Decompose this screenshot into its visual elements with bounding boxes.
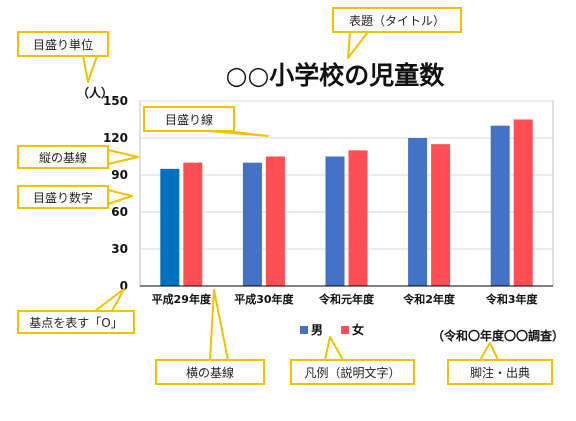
- bars: [140, 119, 553, 287]
- gridlines: [140, 100, 553, 250]
- legend-item-female: 女: [341, 321, 364, 338]
- chart-title: ○○小学校の児童数: [225, 61, 445, 90]
- y-tick-label: 150: [103, 94, 128, 108]
- bar: [242, 162, 262, 286]
- x-tick-labels: 平成29年度 平成30年度 令和元年度 令和2年度 令和3年度: [152, 292, 539, 306]
- bar: [265, 156, 285, 286]
- bar: [431, 144, 451, 286]
- y-tick-label: 60: [111, 205, 128, 219]
- callout-y-unit: 目盛り単位: [17, 31, 109, 57]
- bar: [490, 125, 510, 287]
- x-tick-label: 平成29年度: [152, 292, 212, 306]
- bar: [325, 156, 345, 286]
- bar: [183, 162, 203, 286]
- y-tick-label: 120: [103, 131, 128, 145]
- bar: [160, 168, 180, 286]
- legend-swatch-female: [341, 325, 350, 334]
- callout-pointer: [479, 342, 499, 361]
- footnote: （令和〇年度〇〇調査）: [432, 329, 565, 343]
- callout-pointer: [107, 149, 139, 165]
- callout-origin: 基点を表す「O」: [17, 310, 135, 334]
- x-tick-label: 令和2年度: [402, 292, 456, 306]
- legend-label-male: 男: [311, 323, 324, 337]
- x-tick-label: 平成30年度: [234, 292, 294, 306]
- callout-pointer: [209, 289, 229, 361]
- legend-label-female: 女: [352, 323, 365, 337]
- bar: [408, 138, 428, 286]
- x-tick-label: 令和元年度: [318, 292, 375, 306]
- y-tick-label: 30: [111, 242, 128, 256]
- callout-tick-numbers: 目盛り数字: [17, 185, 109, 209]
- callout-legend: 凡例（説明文字）: [290, 359, 415, 385]
- callout-pointer: [107, 189, 133, 205]
- callout-pointer: [82, 55, 98, 83]
- callout-gridline: 目盛り線: [143, 106, 235, 132]
- callout-x-axis: 横の基線: [155, 359, 265, 385]
- legend-item-male: 男: [300, 321, 323, 338]
- x-tick-label: 令和3年度: [485, 292, 539, 306]
- y-tick-label: 0: [120, 279, 128, 293]
- legend: 男 女: [300, 321, 364, 338]
- callout-title: 表題（タイトル）: [332, 7, 462, 33]
- bar: [513, 119, 533, 286]
- callout-footnote: 脚注・出典: [447, 359, 553, 385]
- callout-pointer: [324, 336, 344, 361]
- callout-pointer: [94, 288, 125, 312]
- legend-swatch-male: [300, 325, 308, 334]
- callout-y-axis: 縦の基線: [17, 145, 109, 169]
- y-tick-labels: 0 30 60 90 120 150: [103, 94, 128, 293]
- y-axis-unit: （人）: [77, 86, 114, 100]
- y-tick-label: 90: [111, 168, 128, 182]
- bar: [348, 150, 368, 286]
- callout-pointer: [347, 31, 369, 59]
